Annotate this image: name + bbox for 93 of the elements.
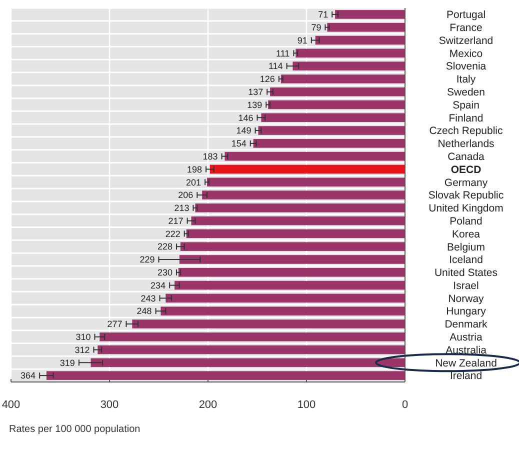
bar: [160, 306, 405, 316]
bar: [180, 242, 405, 251]
bar: [98, 345, 405, 354]
y-tick-label: Israel: [453, 280, 479, 292]
y-tick-label: Iceland: [449, 254, 484, 266]
data-label: 217: [168, 216, 184, 226]
bar: [258, 126, 405, 135]
y-tick-label: Slovenia: [446, 60, 486, 73]
y-tick-label: Italy: [456, 74, 476, 86]
bar: [179, 255, 405, 264]
data-label: 183: [202, 151, 218, 162]
data-label: 139: [247, 100, 262, 110]
bar: [261, 113, 405, 122]
y-tick-label: Belgium: [447, 241, 486, 254]
bar: [327, 22, 405, 32]
y-tick-label: Korea: [452, 228, 480, 240]
data-label: 222: [165, 228, 180, 239]
bar: [280, 74, 405, 84]
data-label: 114: [268, 61, 283, 72]
y-tick-label: Slovak Republic: [428, 190, 504, 202]
data-label: 126: [260, 74, 275, 84]
data-label: 71: [318, 10, 328, 20]
data-label: 319: [60, 358, 75, 368]
x-tick-label: 100: [297, 399, 316, 411]
x-tick-label: 200: [198, 399, 218, 411]
y-tick-label: Sweden: [447, 86, 486, 99]
data-label: 91: [297, 35, 308, 46]
data-label: 198: [187, 164, 202, 174]
y-tick-label: United States: [434, 267, 498, 280]
y-tick-label: Ireland: [450, 370, 482, 382]
data-label: 248: [136, 306, 152, 316]
data-label: 206: [178, 190, 194, 200]
y-tick-label: OECD: [450, 164, 482, 176]
y-tick-label: Portugal: [446, 9, 486, 22]
y-tick-label: Norway: [448, 292, 485, 305]
bar: [315, 36, 405, 45]
y-tick-label: Germany: [444, 176, 488, 189]
y-tick-label: Netherlands: [438, 138, 494, 150]
y-tick-label: New Zealand: [435, 357, 498, 370]
bar: [270, 87, 405, 96]
y-tick-label: Australia: [446, 344, 487, 356]
bar: [186, 229, 405, 238]
data-label: 229: [140, 254, 155, 265]
y-tick-label: Finland: [448, 112, 484, 124]
data-label: 149: [236, 126, 252, 136]
y-tick-label: Czech Republic: [429, 125, 503, 138]
x-tick-label: 300: [100, 399, 119, 411]
bar: [335, 10, 405, 19]
y-tick-label: Austria: [450, 332, 482, 344]
data-label: 154: [231, 138, 246, 149]
y-tick-label: Canada: [448, 150, 485, 163]
bar: [296, 48, 405, 58]
bar: [202, 190, 405, 200]
data-label: 228: [157, 242, 172, 252]
y-tick-label: Spain: [452, 99, 480, 112]
data-label: 312: [74, 344, 90, 355]
data-label: 364: [20, 370, 36, 381]
bar: [253, 139, 405, 148]
data-label: 137: [248, 86, 264, 97]
bar: [178, 268, 405, 277]
data-label: 146: [238, 112, 254, 123]
bar: [166, 294, 405, 303]
bar: [174, 280, 405, 290]
bar: [191, 216, 405, 226]
bar: [100, 332, 405, 342]
x-tick-label: 400: [2, 399, 20, 411]
bar: [292, 62, 405, 70]
data-label: 234: [150, 280, 166, 290]
data-label: 111: [276, 48, 290, 58]
bar: [46, 371, 405, 380]
bar: [132, 320, 405, 328]
bar: [210, 164, 405, 174]
y-tick-label: France: [450, 22, 482, 34]
y-tick-label: United Kingdom: [428, 202, 504, 215]
bar: [195, 204, 405, 212]
y-tick-label: Switzerland: [438, 34, 494, 47]
y-tick-label: Hungary: [446, 306, 487, 318]
x-tick-label: 0: [402, 399, 408, 411]
data-label: 243: [140, 293, 156, 304]
data-label: 230: [157, 268, 172, 278]
x-axis-title: Rates per 100 000 population: [9, 424, 140, 435]
bar: [207, 178, 405, 186]
y-tick-label: Mexico: [449, 48, 483, 60]
data-label: 201: [186, 177, 202, 188]
data-label: 79: [311, 22, 322, 32]
bar: [90, 358, 405, 368]
data-label: 310: [76, 332, 91, 342]
bar: [268, 100, 405, 110]
data-label: 213: [174, 203, 190, 214]
y-tick-label: Denmark: [444, 318, 488, 331]
data-label: 277: [107, 319, 122, 330]
y-tick-label: Poland: [450, 215, 483, 228]
bar: [224, 152, 405, 161]
